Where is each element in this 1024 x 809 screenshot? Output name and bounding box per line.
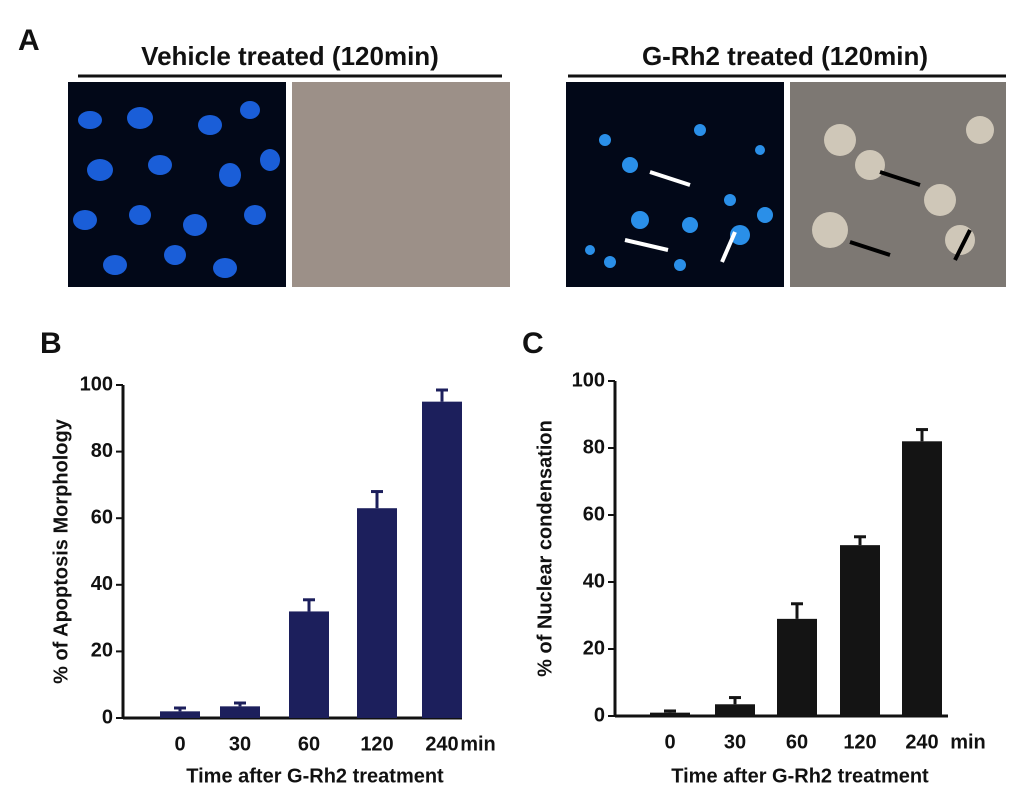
y-tick-label: 0 <box>102 706 113 728</box>
x-tick-label: 240 <box>905 731 938 753</box>
y-tick-label: 60 <box>583 503 605 525</box>
x-tick-label: 60 <box>298 733 320 755</box>
x-tick-label: 0 <box>664 731 675 753</box>
x-axis-label: Time after G-Rh2 treatment <box>186 765 444 787</box>
micrograph-fluorescence <box>68 82 286 287</box>
y-tick-label: 40 <box>583 570 605 592</box>
x-tick-label: 0 <box>174 733 185 755</box>
bar <box>902 441 942 716</box>
bar <box>220 706 260 718</box>
bar <box>289 611 329 718</box>
panel-label: A <box>18 24 40 57</box>
y-axis-label: % of Nuclear condensation <box>534 420 556 677</box>
bar <box>650 712 690 716</box>
y-tick-label: 0 <box>594 704 605 726</box>
x-tick-label: 120 <box>843 731 876 753</box>
group-title: G-Rh2 treated (120min) <box>642 41 928 71</box>
x-tick-label: 30 <box>229 733 251 755</box>
bar <box>422 401 462 718</box>
x-tick-label: 120 <box>360 733 393 755</box>
x-axis-label: Time after G-Rh2 treatment <box>671 765 929 787</box>
micrograph-brightfield <box>790 82 1006 287</box>
group-title: Vehicle treated (120min) <box>141 41 439 71</box>
y-tick-label: 20 <box>583 637 605 659</box>
y-tick-label: 20 <box>91 640 113 662</box>
micrograph-fluorescence <box>566 82 784 287</box>
x-tick-label: 30 <box>724 731 746 753</box>
x-tick-label: 240 <box>425 733 458 755</box>
bar <box>777 618 817 716</box>
x-tick-label: 60 <box>786 731 808 753</box>
bar <box>357 508 397 718</box>
micrograph-brightfield <box>292 82 510 287</box>
bar <box>840 545 880 716</box>
y-tick-label: 80 <box>91 440 113 462</box>
y-tick-label: 40 <box>91 573 113 595</box>
y-axis-label: % of Apoptosis Morphology <box>50 418 72 684</box>
x-unit: min <box>460 733 496 755</box>
y-tick-label: 100 <box>80 373 113 395</box>
y-tick-label: 60 <box>91 506 113 528</box>
panel-label: C <box>522 327 544 360</box>
bar <box>715 704 755 716</box>
y-tick-label: 80 <box>583 436 605 458</box>
y-tick-label: 100 <box>572 369 605 391</box>
bar <box>160 711 200 718</box>
panel-label: B <box>40 327 62 360</box>
x-unit: min <box>950 731 986 753</box>
